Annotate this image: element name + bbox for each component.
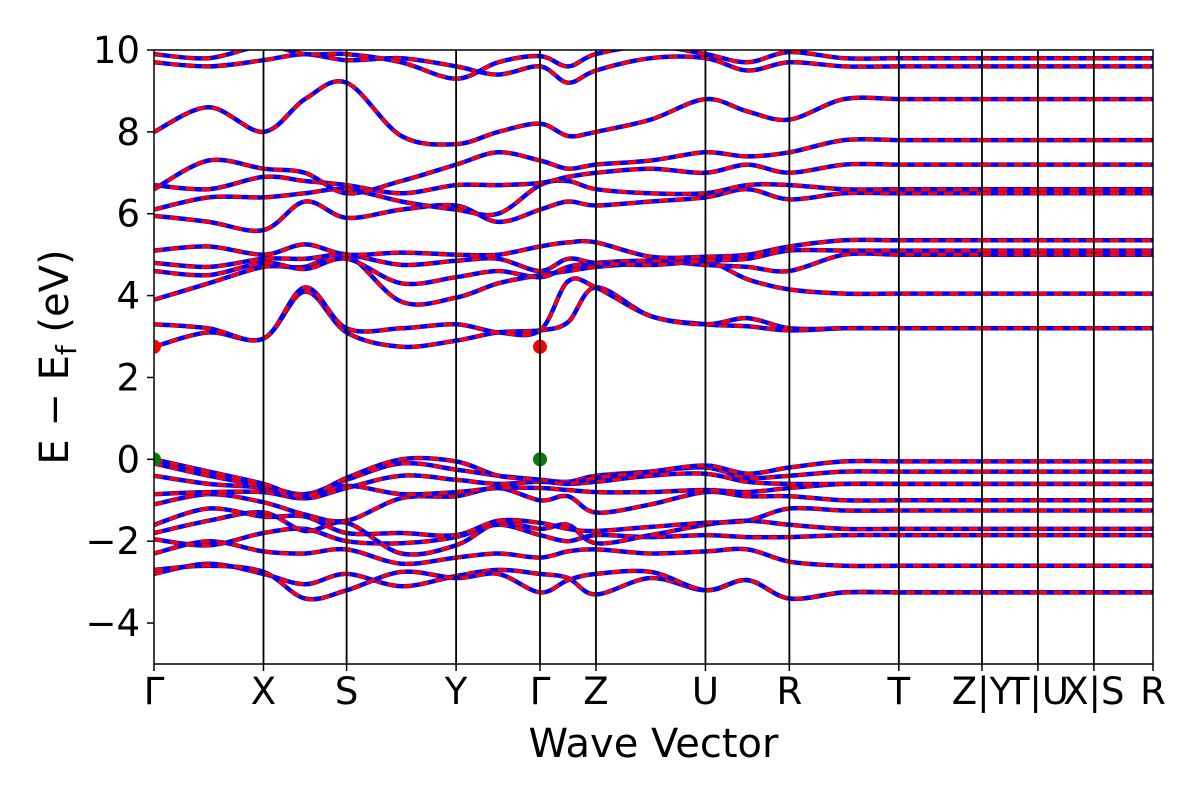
band-9-spin-up-line [154,460,1153,497]
y-axis-ticks: −4 −2 0 2 4 6 8 10 [85,29,154,645]
x-tick-label: X|S [1063,670,1124,713]
band-1-spin-down-line [154,564,1153,601]
plot-frame [153,49,1154,665]
y-tick-label: 2 [116,356,140,399]
band-7-spin-down-line [154,481,1153,501]
band-12-spin-up-line [154,276,1153,343]
band-23-spin-down-line [154,50,1153,81]
band-18-spin-up-line [154,178,1153,218]
band-23-spin-up-line [154,50,1153,81]
y-tick-label: 10 [93,29,140,72]
band-13-spin-up-line [154,251,1153,307]
band-5-spin-down-line [154,506,1153,538]
band-4-spin-down-line [154,510,1153,557]
y-axis-label: E − Ef (eV) [32,249,83,464]
x-tick-label: Y [444,670,468,713]
y-tick-label: 0 [116,438,140,481]
band-16-spin-down-line [154,238,1153,260]
band-9-spin-down-line [154,461,1153,496]
kpoint-divider-lines [262,50,1095,664]
band-14-spin-up-line [154,251,1153,287]
band-20-spin-down-line [154,137,1153,196]
y-tick-label: 6 [116,193,140,236]
band-19-spin-down-line [154,162,1153,196]
band-12-spin-down-line [154,276,1153,342]
band-15-spin-down-line [154,248,1153,273]
x-tick-label: Γ [144,670,165,713]
x-axis-ticks: Γ X S Y Γ Z U R T Z|YT|UX|S R [144,664,1166,713]
band-10-spin-up-line [154,455,1153,499]
band-3-spin-down-line [154,523,1153,548]
x-tick-label: S [335,670,359,713]
y-axis-label-unit-text: (eV) [32,249,78,332]
x-tick-label: T|U [1006,670,1069,713]
x-tick-label: T [887,670,911,713]
x-tick-label: R [1140,670,1166,713]
y-axis-label-main: E − E [32,355,78,465]
y-axis-label-unit [32,333,78,346]
band-17-spin-down-line [154,187,1153,233]
x-tick-label: Γ [530,670,551,713]
x-tick-label: Z [583,670,608,713]
y-tick-label: −2 [85,520,140,563]
x-tick-label: X [251,670,276,713]
band-21-spin-down-line [154,79,1153,147]
band-22-spin-down-line [154,52,1153,85]
cbm-marker-0 [154,339,161,354]
y-tick-label: 8 [116,111,140,154]
bands-layer [154,50,1153,602]
y-axis-label-subscript: f [50,344,83,355]
band-2-spin-down-line [154,539,1153,568]
x-axis-label: Wave Vector [529,721,780,767]
band-21-spin-up-line [154,79,1153,147]
x-tick-label: R [777,670,803,713]
x-tick-label: Z|Y [952,670,1013,713]
y-tick-label: 4 [116,275,140,318]
band-6-spin-up-line [154,485,1153,524]
y-tick-label: −4 [85,602,140,645]
vbm-marker-2 [154,452,161,467]
x-tick-label: U [692,670,719,713]
band-18-spin-down-line [154,178,1153,217]
